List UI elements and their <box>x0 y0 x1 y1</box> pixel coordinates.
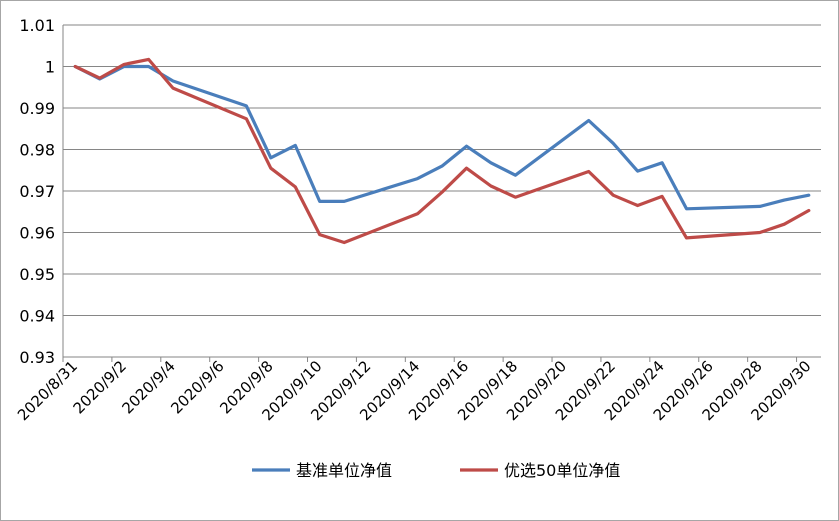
axes <box>62 25 821 362</box>
y-tick-label: 0.98 <box>19 141 55 160</box>
y-tick-label: 0.93 <box>19 348 55 367</box>
series-line-1 <box>73 64 811 211</box>
y-tick-label: 0.95 <box>19 265 55 284</box>
x-tick-labels: 2020/8/312020/9/22020/9/42020/9/62020/9/… <box>14 357 815 424</box>
legend-label-2: 优选50单位净值 <box>504 461 620 480</box>
series-lines <box>73 57 811 245</box>
y-tick-labels: 0.93 0.94 0.95 0.96 0.97 0.98 0.99 1 1.01 <box>19 16 55 367</box>
x-tick-label: 2020/8/31 <box>14 357 81 424</box>
series-line-2 <box>73 57 811 245</box>
legend-label-1: 基准单位净值 <box>296 461 392 480</box>
y-tick-label: 0.97 <box>19 182 55 201</box>
y-tick-label: 0.96 <box>19 224 55 243</box>
y-tick-label: 1.01 <box>19 16 55 35</box>
legend: 基准单位净值 优选50单位净值 <box>252 461 620 480</box>
y-tick-label: 0.99 <box>19 99 55 118</box>
y-tick-label: 0.94 <box>19 307 55 326</box>
y-tick-label: 1 <box>45 58 55 77</box>
gridlines <box>63 24 821 316</box>
